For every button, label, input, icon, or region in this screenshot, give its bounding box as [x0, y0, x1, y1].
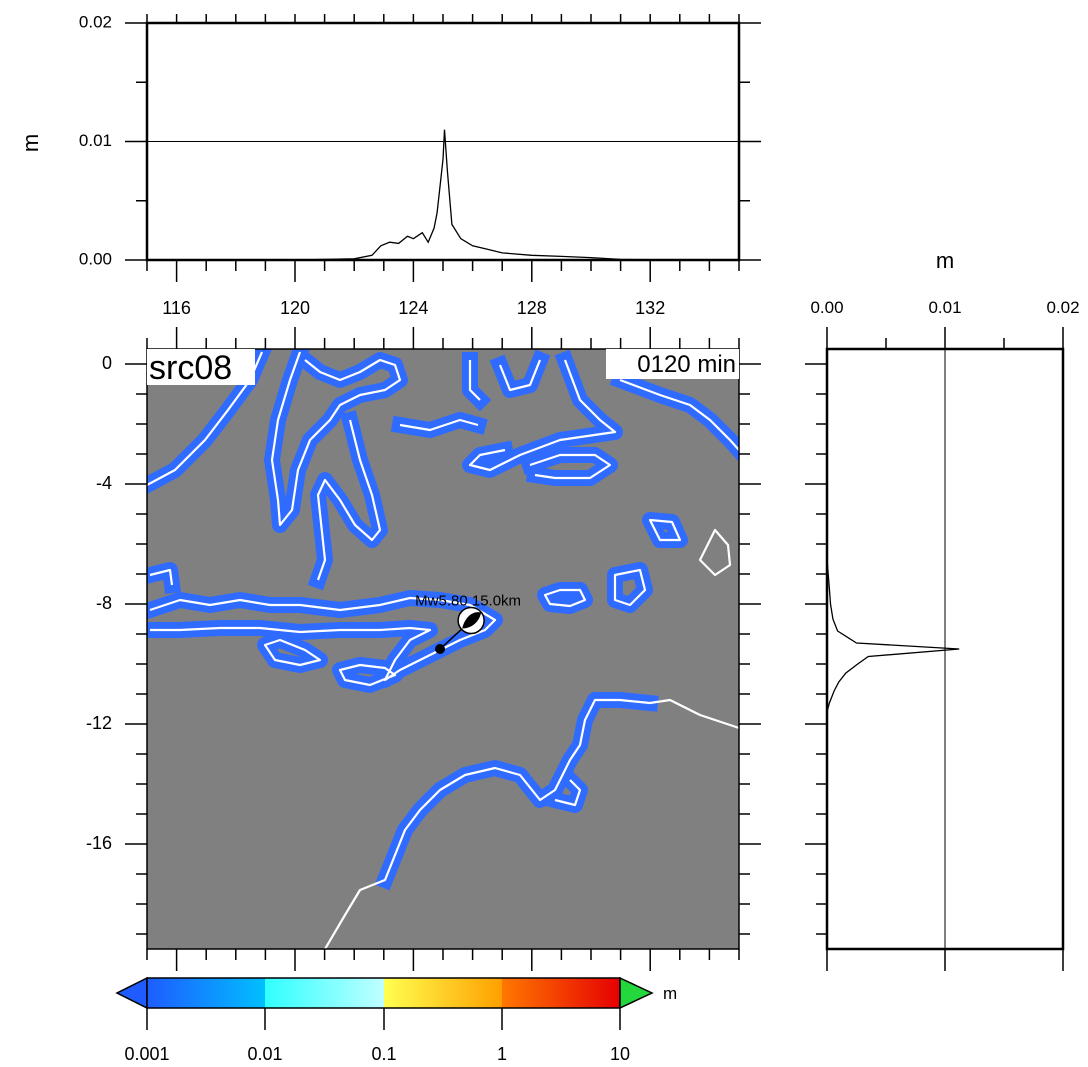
colorbar-segment	[147, 978, 265, 1008]
side-profile-xtick-label: 0.02	[1046, 298, 1079, 317]
colorbar-label: 0.1	[371, 1044, 396, 1064]
top-profile-panel: m 0.00 0.01 0.02	[18, 12, 761, 282]
side-profile-xtick-label: 0.01	[928, 298, 961, 317]
longitude-label: 116	[162, 298, 191, 318]
colorbar-label: 0.01	[247, 1044, 282, 1064]
top-profile-ytick-label: 0.00	[79, 249, 112, 268]
latitude-label: -16	[86, 833, 112, 853]
earthquake-label: Mw5.80 15.0km	[415, 593, 521, 610]
top-profile-ytick-label: 0.01	[79, 131, 112, 150]
station-marker	[435, 644, 446, 654]
side-profile-panel: m 0.00 0.01 0.02	[805, 248, 1080, 971]
map-ticks	[125, 327, 761, 971]
time-label-box	[606, 349, 739, 379]
colorbar-label: 10	[610, 1044, 630, 1064]
colorbar-unit: m	[663, 984, 677, 1003]
map-panel: src08 0120 min Mw5.80 15.0km 0 -4 -8 -12…	[86, 327, 761, 971]
longitude-label: 120	[280, 298, 310, 318]
colorbar-under-arrow	[115, 976, 148, 1010]
top-profile-curve	[294, 129, 651, 261]
map-label-box	[147, 349, 255, 385]
side-profile-xtick-label: 0.00	[810, 298, 843, 317]
colorbar: m 0.001 0.01 0.1 1 10	[115, 976, 677, 1064]
colorbar-over-arrow	[619, 976, 654, 1010]
latitude-label: -8	[96, 593, 112, 613]
colorbar-segment	[384, 978, 502, 1008]
colorbar-ticks	[146, 1008, 621, 1030]
top-profile-ytick-label: 0.02	[79, 12, 112, 31]
longitude-labels: 116 120 124 128 132	[162, 298, 665, 318]
side-profile-curve	[826, 558, 960, 713]
side-profile-ticks	[805, 327, 1064, 971]
coastline-lines	[147, 351, 739, 949]
latitude-label: -12	[86, 713, 112, 733]
side-profile-xlabel: m	[936, 248, 954, 273]
focal-mechanism-beachball	[457, 606, 485, 635]
colorbar-segment	[265, 978, 384, 1008]
longitude-label: 124	[398, 298, 428, 318]
scenario-label: src08	[149, 349, 232, 387]
latitude-label: 0	[102, 353, 112, 373]
colorbar-segment	[502, 978, 620, 1008]
top-profile-ticks	[125, 14, 761, 282]
coastlines	[147, 349, 739, 949]
top-profile-ylabel: m	[18, 134, 43, 152]
longitude-label: 128	[517, 298, 547, 318]
colorbar-label: 0.001	[124, 1044, 169, 1064]
latitude-label: -4	[96, 473, 112, 493]
longitude-label: 132	[635, 298, 665, 318]
time-label: 0120 min	[637, 351, 736, 378]
colorbar-label: 1	[497, 1044, 507, 1064]
